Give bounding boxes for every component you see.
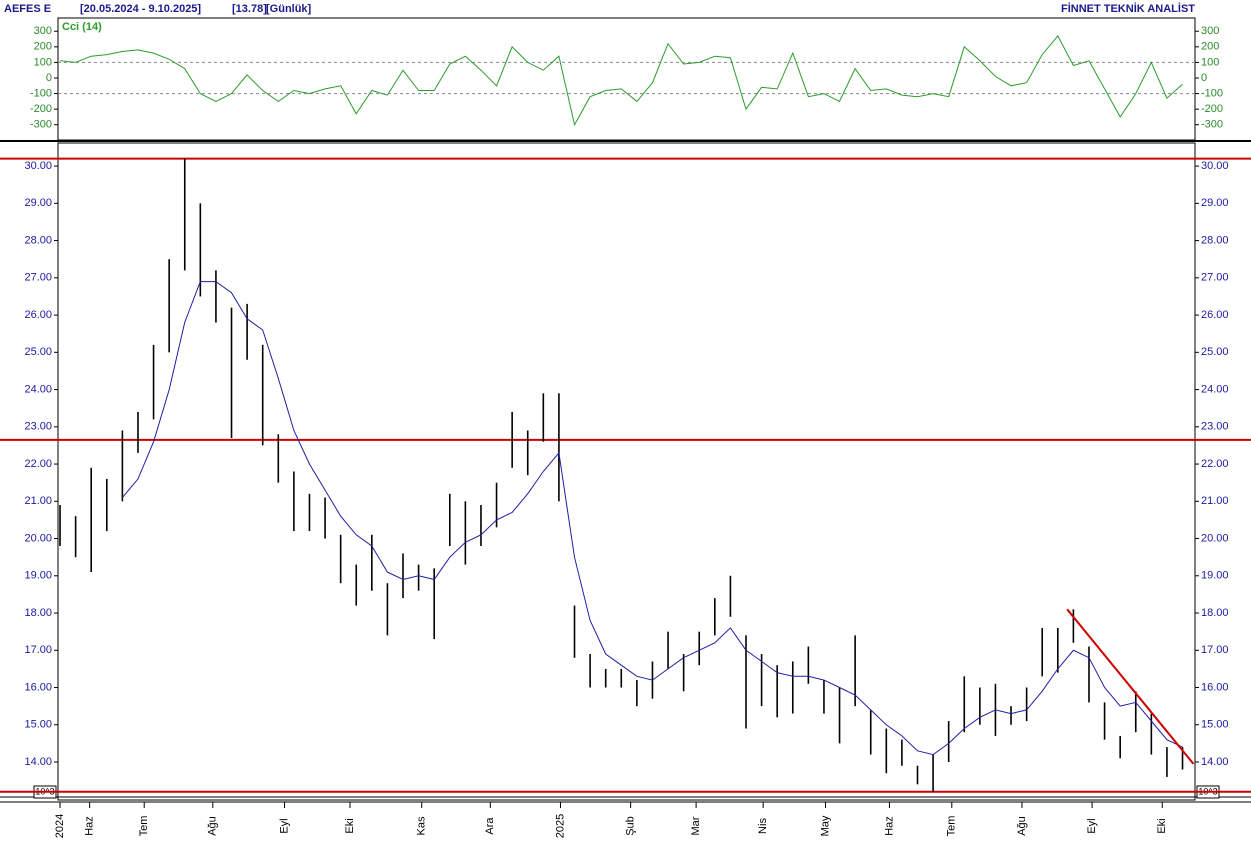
x-tick-label: Mar [690, 816, 702, 835]
y-tick-label: 16.00 [24, 681, 52, 693]
y-tick-label: 14.00 [1201, 756, 1229, 768]
x-tick-label: Nis [757, 818, 769, 834]
y-tick-label: 300 [1201, 25, 1219, 37]
x-tick-label: Eyl [278, 818, 290, 833]
y-tick-label: -100 [30, 87, 52, 99]
last-price: [13.78] [232, 3, 267, 15]
y-tick-label: 29.00 [24, 197, 52, 209]
x-tick-label: Eki [1156, 818, 1168, 833]
cci-line [59, 35, 1183, 127]
y-tick-label: 100 [34, 56, 52, 68]
y-tick-label: -200 [30, 103, 52, 115]
y-tick-label: 15.00 [1201, 719, 1229, 731]
y-tick-label: 0 [1201, 72, 1207, 84]
y-tick-label: 20.00 [24, 532, 52, 544]
trend-line [1066, 608, 1195, 765]
x-tick-label: Tem [946, 816, 958, 837]
y-tick-label: 18.00 [1201, 607, 1229, 619]
y-tick-label: 19.00 [24, 570, 52, 582]
y-tick-label: 28.00 [1201, 234, 1229, 246]
y-tick-label: 300 [34, 25, 52, 37]
y-tick-label: 25.00 [1201, 346, 1229, 358]
x-tick-label: Eki [344, 818, 356, 833]
x-tick-label: Haz [84, 816, 96, 836]
y-tick-label: 27.00 [1201, 272, 1229, 284]
y-tick-label: 16.00 [1201, 681, 1229, 693]
y-tick-label: 30.00 [1201, 160, 1229, 172]
x-tick-label: Ara [484, 817, 496, 835]
y-tick-label: 22.00 [24, 458, 52, 470]
y-tick-label: 22.00 [1201, 458, 1229, 470]
x-tick-label: Şub [625, 816, 637, 836]
y-tick-label: 24.00 [24, 383, 52, 395]
y-tick-label: -200 [1201, 103, 1223, 115]
x-tick-label: Kas [416, 816, 428, 835]
y-tick-label: 25.00 [24, 346, 52, 358]
price-frame [57, 142, 1196, 801]
x-tick-label: Ağu [207, 816, 219, 836]
y-tick-label: 17.00 [24, 644, 52, 656]
y-tick-label: -100 [1201, 87, 1223, 99]
y-tick-label: 20.00 [1201, 532, 1229, 544]
x-tick-label: May [819, 815, 831, 836]
y-tick-label: 200 [1201, 41, 1219, 53]
period: [Günlük] [266, 3, 312, 15]
moving-average [122, 281, 1183, 756]
y-tick-label: 200 [34, 41, 52, 53]
y-tick-label: 18.00 [24, 607, 52, 619]
y-tick-label: 26.00 [24, 309, 52, 321]
y-tick-label: 14.00 [24, 756, 52, 768]
y-tick-label: 28.00 [24, 234, 52, 246]
y-tick-label: 21.00 [24, 495, 52, 507]
x-tick-label: Eyl [1086, 818, 1098, 833]
y-tick-label: 23.00 [1201, 421, 1229, 433]
y-tick-label: 23.00 [24, 421, 52, 433]
y-tick-label: 29.00 [1201, 197, 1229, 209]
y-tick-label: -300 [1201, 119, 1223, 131]
x-tick-label: Ağu [1016, 816, 1028, 836]
y-tick-label: 19.00 [1201, 570, 1229, 582]
symbol: AEFES E [4, 3, 51, 15]
x-tick-label: 2024 [54, 814, 66, 838]
brand: FİNNET TEKNİK ANALİST [1061, 2, 1195, 15]
cci-label: Cci (14) [62, 21, 102, 33]
y-tick-label: 26.00 [1201, 309, 1229, 321]
y-tick-label: 0 [46, 72, 52, 84]
x-tick-label: 2025 [554, 814, 566, 838]
y-tick-label: 27.00 [24, 272, 52, 284]
y-tick-label: 24.00 [1201, 383, 1229, 395]
x-tick-label: Haz [883, 816, 895, 836]
x-tick-label: Tem [138, 816, 150, 837]
date-range: [20.05.2024 - 9.10.2025] [80, 3, 201, 15]
y-tick-label: 100 [1201, 56, 1219, 68]
y-tick-label: 30.00 [24, 160, 52, 172]
y-tick-label: 17.00 [1201, 644, 1229, 656]
y-tick-label: 21.00 [1201, 495, 1229, 507]
y-tick-label: 15.00 [24, 719, 52, 731]
y-tick-label: -300 [30, 119, 52, 131]
